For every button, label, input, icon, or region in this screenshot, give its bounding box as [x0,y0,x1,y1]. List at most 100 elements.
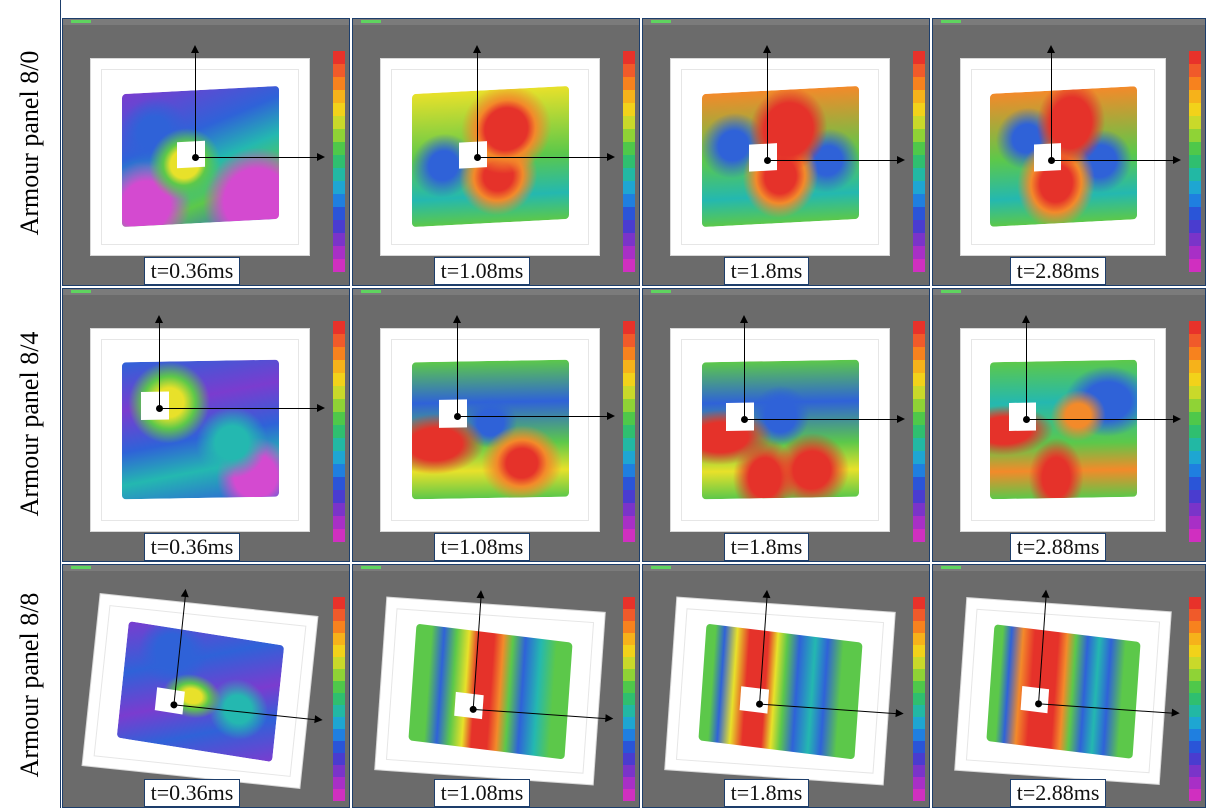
y-axis-arrow-icon [739,315,748,323]
x-axis-arrow-icon [897,415,905,423]
result-panel-row3-col4: t=2.88ms [932,564,1206,808]
impact-hole [140,392,169,421]
plot-area [91,45,325,255]
x-axis-arrow-icon [607,153,615,161]
plot-area [955,589,1181,784]
y-axis-arrow-icon [453,315,462,323]
y-axis-arrow-icon [1047,45,1056,53]
window-titlebar [63,289,349,295]
colorbar-legend [1189,51,1201,272]
result-panel-row2-col4: t=2.88ms [932,288,1206,562]
colorbar-legend [1189,321,1201,542]
x-axis-arrow-icon [1173,155,1181,164]
origin-dot [1023,416,1031,423]
window-titlebar [63,565,349,571]
impact-hole [176,140,205,169]
colorbar-legend [623,51,635,272]
origin-dot [454,413,462,421]
x-axis-line [159,408,319,410]
plot-area [961,45,1181,255]
x-axis-arrow-icon [1173,415,1181,423]
colorbar-legend [623,321,635,542]
impact-hole [1033,143,1061,172]
impact-hole [739,686,770,713]
x-axis-line [1051,159,1175,161]
time-label: t=2.88ms [1009,779,1107,807]
displacement-field [116,620,284,762]
result-panel-row3-col1: t=0.36ms [62,564,350,808]
row-label-8-8: Armour panel 8/8 [0,562,61,808]
result-panel-row3-col3: t=1.8ms [642,564,930,808]
time-label: t=1.08ms [433,533,531,561]
y-axis-line [477,51,479,157]
time-label: t=0.36ms [143,257,241,285]
result-panel-row1-col1: t=0.36ms [62,18,350,286]
y-axis-line [1051,51,1053,160]
plot-area [961,315,1181,531]
displacement-field [411,359,569,501]
plot-area [91,315,325,531]
x-axis-arrow-icon [605,713,614,723]
y-axis-arrow-icon [1022,315,1031,323]
result-panel-row3-col2: t=1.08ms [352,564,640,808]
window-titlebar [933,289,1205,295]
y-axis-line [195,51,197,157]
impact-hole [1008,403,1036,431]
y-axis-arrow-icon [191,45,200,53]
x-axis-arrow-icon [607,412,615,421]
y-axis-line [743,321,745,419]
colorbar-legend [333,321,345,542]
displacement-field [701,86,859,228]
x-axis-line [477,157,609,158]
y-axis-arrow-icon [180,588,190,598]
displacement-field [407,623,573,759]
row-label-8-0: Armour panel 8/0 [0,0,61,286]
time-label: t=1.08ms [433,257,531,285]
time-label: t=1.08ms [433,779,531,807]
displacement-field [985,623,1141,759]
result-panel-row1-col2: t=1.08ms [352,18,640,286]
colorbar-legend [623,597,635,801]
time-label: t=0.36ms [143,779,241,807]
colorbar-legend [913,51,925,272]
displacement-field [989,86,1137,228]
displacement-field [697,623,863,759]
y-axis-arrow-icon [1041,589,1051,598]
result-panel-row1-col3: t=1.8ms [642,18,930,286]
window-titlebar [643,289,929,295]
window-titlebar [643,565,929,571]
impact-hole [748,143,777,172]
time-label: t=2.88ms [1009,257,1107,285]
impact-hole [438,400,467,429]
origin-dot [156,405,164,413]
displacement-field [989,360,1137,500]
window-titlebar [353,19,639,25]
time-label: t=1.8ms [723,533,810,561]
plot-area [381,315,615,531]
y-axis-arrow-icon [476,589,486,599]
origin-dot [764,156,772,164]
result-panel-row2-col2: t=1.08ms [352,288,640,562]
y-axis-arrow-icon [473,45,482,53]
window-titlebar [353,289,639,295]
impact-hole [458,141,487,170]
window-titlebar [933,565,1205,571]
x-axis-line [457,416,609,418]
row-label-text: Armour panel 8/0 [15,50,44,236]
impact-hole [725,402,754,431]
time-label: t=0.36ms [143,533,241,561]
x-axis-arrow-icon [895,709,904,718]
x-axis-arrow-icon [317,153,325,161]
plot-area [381,45,615,255]
result-panel-row1-col4: t=2.88ms [932,18,1206,286]
plot-area [82,588,324,788]
result-panel-row2-col3: t=1.8ms [642,288,930,562]
window-titlebar [933,19,1205,25]
x-axis-line [767,159,899,161]
colorbar-legend [913,597,925,801]
y-axis-line [457,321,459,417]
x-axis-arrow-icon [1171,708,1181,718]
origin-dot [474,154,482,161]
plot-area [671,45,905,255]
